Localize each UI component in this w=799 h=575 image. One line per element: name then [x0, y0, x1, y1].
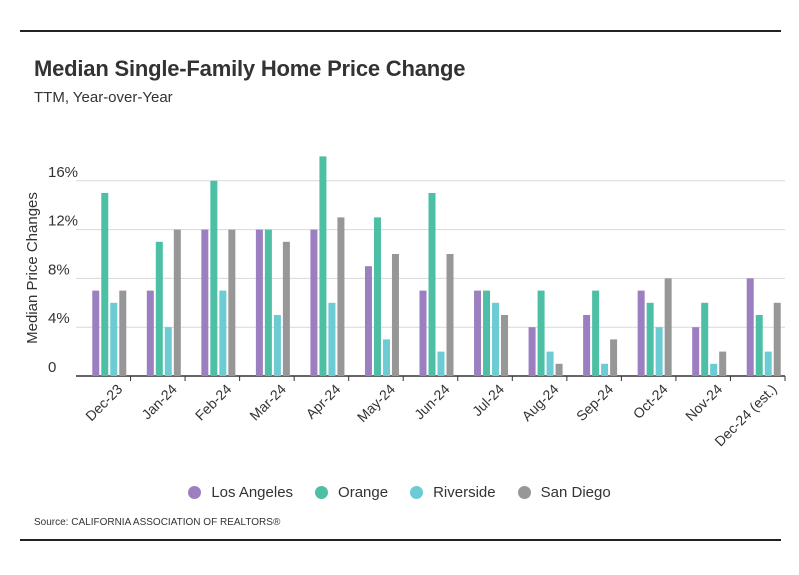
top-rule	[20, 30, 781, 32]
y-tick-label: 8%	[48, 261, 70, 278]
bar-orange	[101, 193, 109, 376]
bar-san-diego	[773, 302, 781, 376]
bar-san-diego	[501, 315, 509, 376]
x-tick-label: Apr-24	[303, 381, 344, 422]
bar-san-diego	[610, 339, 618, 376]
legend-item-orange: Orange	[315, 484, 388, 501]
legend: Los Angeles Orange Riverside San Diego	[0, 484, 799, 501]
legend-item-los-angeles: Los Angeles	[188, 484, 293, 501]
bar-los-angeles	[255, 229, 263, 376]
bar-los-angeles	[528, 327, 536, 376]
bar-los-angeles	[146, 290, 154, 376]
bar-orange	[264, 229, 272, 376]
bar-riverside	[655, 327, 663, 376]
bar-san-diego	[555, 363, 563, 376]
x-tick-label: Sep-24	[573, 381, 616, 424]
bar-orange	[483, 290, 491, 376]
x-tick-label: May-24	[354, 381, 398, 425]
bar-orange	[646, 302, 654, 376]
x-tick-label: Jan-24	[138, 381, 180, 423]
bar-riverside	[764, 351, 772, 376]
bar-san-diego	[282, 241, 290, 376]
legend-swatch-riverside	[410, 486, 424, 499]
chart-title: Median Single-Family Home Price Change	[34, 56, 466, 81]
bar-san-diego	[337, 217, 345, 376]
legend-label: Riverside	[433, 484, 496, 501]
bar-san-diego	[446, 254, 454, 376]
bar-orange	[701, 302, 709, 376]
bar-riverside	[110, 302, 118, 376]
x-tick-label: Oct-24	[630, 381, 671, 422]
bar-orange	[755, 315, 763, 376]
bar-los-angeles	[583, 315, 591, 376]
bar-riverside	[382, 339, 390, 376]
bar-san-diego	[719, 351, 727, 376]
bar-san-diego	[391, 254, 399, 376]
legend-label: Orange	[338, 484, 389, 501]
chart-subtitle: TTM, Year-over-Year	[34, 89, 173, 106]
bar-los-angeles	[637, 290, 645, 376]
legend-swatch-san-diego	[517, 486, 531, 499]
bar-san-diego	[173, 229, 181, 376]
x-tick-label: Mar-24	[246, 381, 289, 424]
bar-los-angeles	[310, 229, 318, 376]
bar-los-angeles	[746, 278, 754, 376]
bar-riverside	[273, 315, 281, 376]
bar-riverside	[601, 363, 609, 376]
bar-los-angeles	[474, 290, 482, 376]
bar-orange	[155, 241, 163, 376]
x-tick-label: Nov-24	[682, 381, 725, 424]
legend-swatch-los-angeles	[188, 486, 202, 499]
bar-orange	[210, 180, 218, 376]
legend-label: San Diego	[540, 484, 611, 501]
bar-los-angeles	[692, 327, 700, 376]
legend-swatch-orange	[315, 486, 329, 499]
y-tick-label: 0	[48, 359, 56, 376]
bar-orange	[592, 290, 600, 376]
bar-riverside	[328, 302, 336, 376]
bar-riverside	[546, 351, 554, 376]
bar-los-angeles	[419, 290, 427, 376]
bar-riverside	[164, 327, 172, 376]
y-tick-label: 16%	[48, 164, 78, 181]
x-tick-label: Jul-24	[469, 381, 507, 419]
legend-item-san-diego: San Diego	[517, 484, 611, 501]
legend-item-riverside: Riverside	[410, 484, 496, 501]
x-tick-label: Aug-24	[518, 381, 561, 424]
legend-label: Los Angeles	[211, 484, 294, 501]
bar-riverside	[219, 290, 227, 376]
y-tick-label: 4%	[48, 310, 70, 327]
bar-riverside	[710, 363, 718, 376]
bar-riverside	[492, 302, 500, 376]
bar-san-diego	[119, 290, 127, 376]
bar-chart: 0 4% 8% 12% 16% Median Price Changes Dec-23 Jan…	[24, 156, 786, 449]
source-note: Source: CALIFORNIA ASSOCIATION OF REALTO…	[34, 517, 281, 528]
bottom-rule	[20, 539, 781, 541]
bar-orange	[319, 156, 327, 376]
bar-orange	[537, 290, 545, 376]
bar-los-angeles	[201, 229, 209, 376]
bar-los-angeles	[364, 266, 372, 376]
y-tick-label: 12%	[48, 213, 78, 230]
bar-orange	[373, 217, 381, 376]
bar-san-diego	[228, 229, 236, 376]
bar-orange	[428, 193, 436, 376]
bar-los-angeles	[92, 290, 100, 376]
bar-riverside	[437, 351, 445, 376]
x-tick-label: Jun-24	[411, 381, 453, 423]
x-tick-label: Dec-23	[82, 381, 125, 424]
bar-san-diego	[664, 278, 672, 376]
x-tick-label: Feb-24	[192, 381, 235, 424]
y-axis-label: Median Price Changes	[24, 192, 41, 344]
